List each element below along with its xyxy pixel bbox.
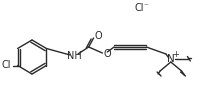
Text: O: O	[103, 49, 111, 59]
Text: NH: NH	[67, 51, 81, 61]
Text: Cl: Cl	[1, 61, 11, 71]
Text: ⁻: ⁻	[143, 2, 148, 11]
Text: N: N	[167, 54, 175, 64]
Text: O: O	[95, 31, 102, 41]
Text: +: +	[172, 50, 179, 59]
Text: Cl: Cl	[135, 3, 144, 13]
